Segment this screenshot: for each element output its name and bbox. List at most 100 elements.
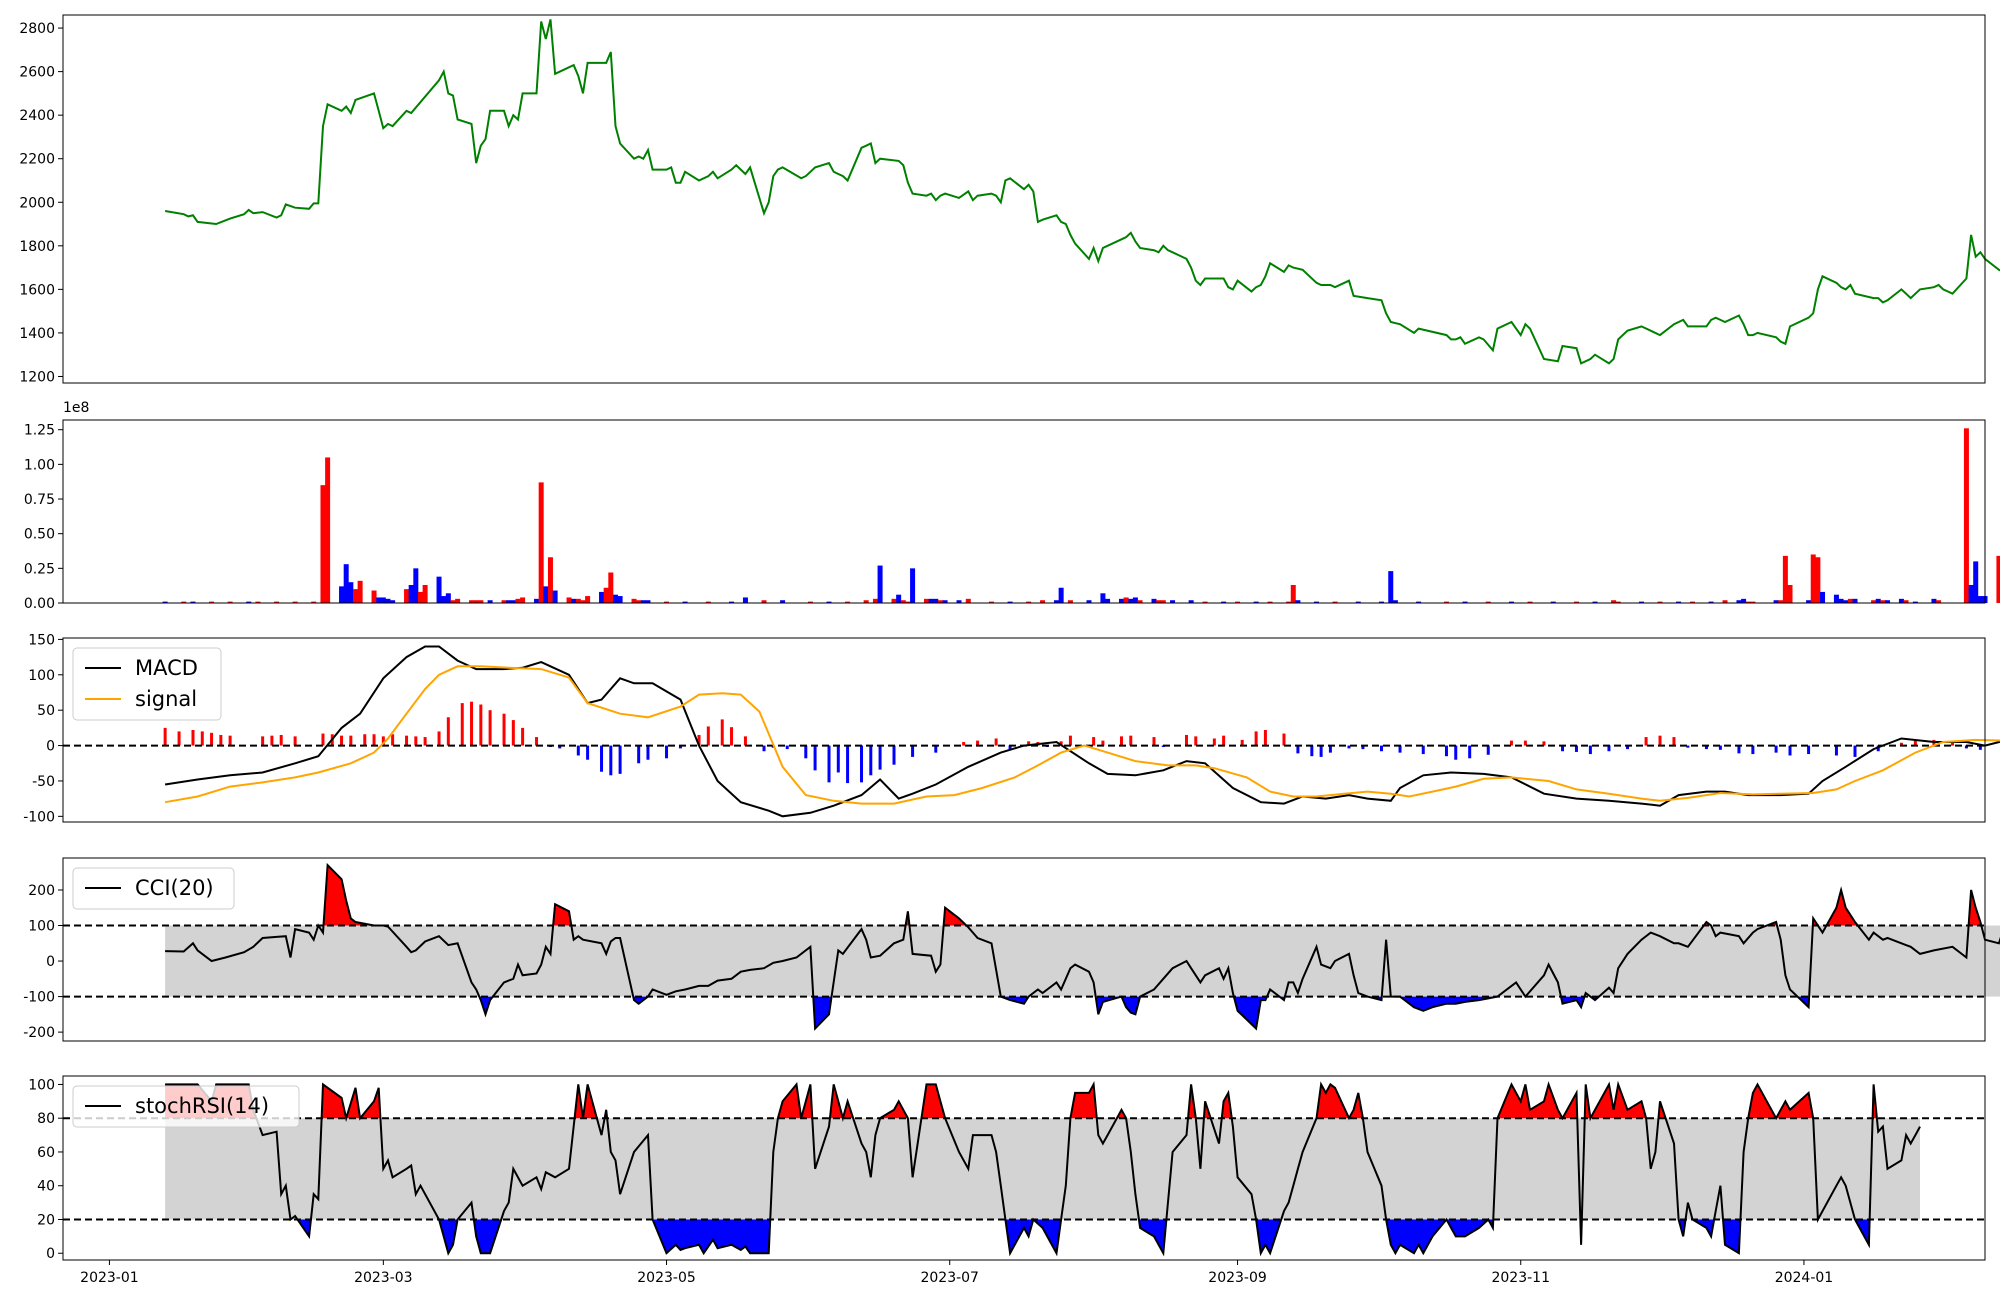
macd-histogram-bar (1468, 745, 1472, 759)
macd-histogram-bar (502, 713, 506, 746)
macd-histogram-bar (1774, 745, 1778, 753)
cci-ytick-label: 0 (46, 954, 55, 970)
price-ytick-label: 1400 (19, 326, 55, 342)
macd-histogram-bar (219, 734, 223, 746)
macd-histogram-bar (470, 701, 474, 746)
macd-histogram-bar (1899, 742, 1903, 746)
volume-bar (664, 601, 670, 603)
macd-histogram-bar (836, 745, 840, 773)
volume-bar (292, 601, 298, 603)
volume-bar (896, 594, 902, 603)
volume-bar (274, 601, 280, 603)
price-ytick-label: 2800 (19, 21, 55, 37)
macd-histogram-bar (1129, 735, 1133, 746)
macd-histogram-bar (730, 727, 734, 746)
volume-bar (924, 598, 930, 603)
volume-bar (1026, 601, 1032, 603)
volume-bar (1847, 598, 1853, 603)
macd-histogram-bar (1254, 731, 1258, 746)
macd-histogram-bar (1486, 745, 1490, 755)
volume-bar (1332, 601, 1338, 603)
macd-line (164, 645, 2000, 818)
volume-bar (1810, 554, 1816, 603)
volume-offset-label: 1e8 (63, 400, 89, 416)
volume-bar (408, 584, 414, 603)
macd-histogram-bar (878, 745, 882, 770)
volume-bar (645, 600, 651, 603)
cci-frame (62, 857, 1986, 1042)
macd-histogram-bar (609, 745, 613, 776)
volume-bar (255, 601, 261, 603)
volume-bar (1118, 598, 1124, 603)
volume-bar (385, 598, 391, 603)
volume-bar (807, 601, 813, 603)
macd-histogram-bar (521, 727, 525, 746)
stochrsi-oversold-fill (1723, 1219, 1741, 1254)
volume-bar (1745, 601, 1751, 603)
volume-bar (1977, 596, 1983, 603)
volume-bar (1973, 561, 1979, 603)
macd-histogram-bar (228, 735, 232, 746)
volume-bar (1128, 598, 1134, 603)
volume-bar (1903, 600, 1909, 603)
macd-histogram-bar (576, 745, 580, 756)
volume-bar (1053, 600, 1059, 603)
volume-bar (473, 600, 479, 603)
volume-bar (1123, 597, 1129, 603)
volume-bar (1160, 600, 1166, 603)
volume-bar (515, 598, 521, 603)
volume-bar (900, 600, 906, 603)
volume-bar (311, 601, 317, 603)
volume-bar (872, 598, 878, 603)
volume-bar (603, 587, 609, 603)
stochrsi-ytick-label: 80 (37, 1111, 55, 1127)
macd-histogram-bar (372, 734, 376, 746)
macd-histogram-bar (1379, 745, 1383, 752)
volume-bar (863, 600, 869, 603)
volume-bar (891, 598, 897, 603)
macd-histogram-bar (279, 734, 283, 746)
stochrsi-ytick-label: 20 (37, 1212, 55, 1228)
volume-bar (534, 598, 540, 603)
macd-histogram-bar (1347, 745, 1351, 749)
volume-bar (1741, 598, 1747, 603)
volume-bar (1132, 597, 1138, 603)
volume-bar (910, 568, 916, 603)
volume-bar (1931, 598, 1937, 603)
stochrsi-frame (62, 1075, 1986, 1261)
macd-histogram-bar (1454, 745, 1458, 760)
volume-bar (1722, 600, 1728, 603)
volume-bar (487, 600, 493, 603)
cci-ytick-label: -200 (23, 1025, 55, 1041)
x-tick-label: 2023-09 (1208, 1270, 1267, 1286)
volume-bar (455, 598, 461, 603)
macd-histogram-bar (1704, 745, 1708, 750)
volume-panel: 0.00 0.25 0.50 0.75 1.00 1.25 1e8 (24, 400, 2000, 612)
volume-frame (62, 419, 1986, 604)
volume-bar (1657, 601, 1663, 603)
cci-legend-box (72, 867, 235, 910)
price-ytick-label: 2400 (19, 108, 55, 124)
macd-histogram-bar (1222, 735, 1226, 746)
volume-ytick-label: 0.00 (24, 596, 55, 612)
stochrsi-ytick-label: 0 (46, 1246, 55, 1262)
volume-bar (376, 597, 382, 603)
volume-bar (877, 565, 883, 603)
macd-histogram-bar (637, 745, 641, 764)
macd-histogram-bar (1588, 745, 1592, 755)
volume-bar (580, 600, 586, 603)
macd-ytick-label: 50 (37, 703, 55, 719)
cci-oversold-fill (1561, 996, 1585, 1008)
volume-bar (1880, 600, 1886, 603)
stochrsi-panel: 0 20 40 60 80 100 stochRSI(14) (28, 1075, 1986, 1262)
macd-histogram-bar (163, 727, 167, 746)
macd-histogram-bar (1421, 745, 1425, 755)
volume-bar (989, 601, 995, 603)
volume-bar (636, 600, 642, 603)
volume-bar (436, 576, 442, 603)
stochrsi-ytick-label: 100 (28, 1077, 55, 1093)
macd-histogram-bar (535, 737, 539, 746)
volume-bar (780, 600, 786, 603)
macd-histogram-bar (1319, 745, 1323, 757)
volume-bar (1996, 555, 2000, 603)
